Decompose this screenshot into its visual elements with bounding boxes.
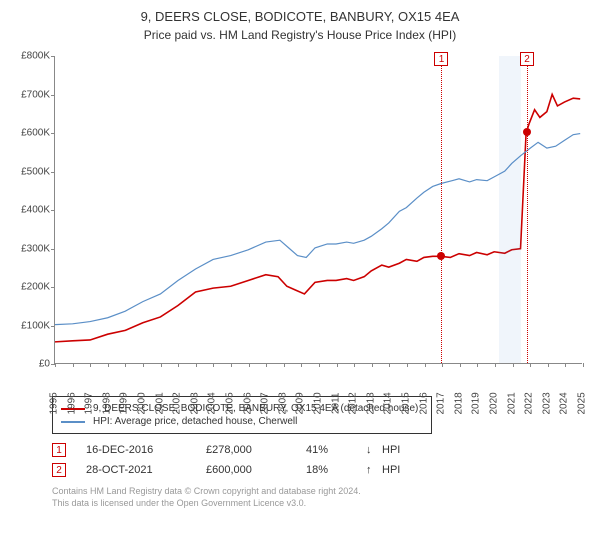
x-axis-label: 2013: [365, 392, 376, 414]
x-axis-label: 1998: [101, 392, 112, 414]
event-number-box: 2: [52, 463, 66, 477]
price-marker: [523, 128, 531, 136]
x-axis-label: 2005: [225, 392, 236, 414]
chart-subtitle: Price paid vs. HM Land Registry's House …: [10, 28, 590, 42]
event-ref: HPI: [382, 464, 400, 476]
events-table: 1 16-DEC-2016£278,00041%↓HPI 2 28-OCT-2021£…: [52, 440, 588, 480]
y-axis-label: £500K: [10, 166, 50, 177]
x-axis-label: 1999: [119, 392, 130, 414]
legend-label: HPI: Average price, detached house, Cher…: [93, 416, 297, 427]
x-axis-label: 2004: [207, 392, 218, 414]
event-marker-box: 1: [434, 52, 448, 66]
x-axis-label: 2017: [436, 392, 447, 414]
event-line: [441, 52, 442, 363]
event-ref: HPI: [382, 444, 400, 456]
chart-plot: 12: [54, 56, 582, 364]
event-pct: 41%: [306, 444, 366, 456]
x-axis-label: 2015: [401, 392, 412, 414]
x-axis-label: 2012: [348, 392, 359, 414]
attribution-line1: Contains HM Land Registry data © Crown c…: [52, 486, 588, 498]
chart-header: 9, DEERS CLOSE, BODICOTE, BANBURY, OX15 …: [0, 0, 600, 46]
event-price: £600,000: [206, 464, 306, 476]
x-axis-label: 2022: [524, 392, 535, 414]
y-axis-label: £300K: [10, 243, 50, 254]
x-axis-label: 2010: [313, 392, 324, 414]
x-axis-label: 2002: [172, 392, 183, 414]
y-axis-label: £0: [10, 359, 50, 370]
y-axis-label: £400K: [10, 205, 50, 216]
event-date: 16-DEC-2016: [86, 444, 206, 456]
event-row: 2 28-OCT-2021£600,00018%↑HPI: [52, 460, 588, 480]
attribution-line2: This data is licensed under the Open Gov…: [52, 498, 588, 510]
x-axis-label: 1997: [84, 392, 95, 414]
x-axis-label: 2007: [260, 392, 271, 414]
x-axis-label: 2014: [383, 392, 394, 414]
x-axis-label: 2011: [330, 392, 341, 414]
x-axis-label: 2021: [506, 392, 517, 414]
x-axis-label: 2008: [277, 392, 288, 414]
event-row: 1 16-DEC-2016£278,00041%↓HPI: [52, 440, 588, 460]
x-axis-label: 2024: [559, 392, 570, 414]
chart-area: 12 £0£100K£200K£300K£400K£500K£600K£700K…: [10, 52, 590, 392]
x-axis-label: 1996: [66, 392, 77, 414]
x-axis-label: 2006: [242, 392, 253, 414]
x-axis-label: 1995: [49, 392, 60, 414]
legend-swatch: [61, 421, 85, 423]
x-axis-label: 2016: [418, 392, 429, 414]
x-axis-label: 2025: [577, 392, 588, 414]
x-axis-label: 2009: [295, 392, 306, 414]
shaded-band: [499, 56, 522, 363]
x-axis-label: 2001: [154, 392, 165, 414]
price-marker: [437, 252, 445, 260]
y-axis-label: £600K: [10, 128, 50, 139]
legend-item: HPI: Average price, detached house, Cher…: [61, 415, 423, 428]
event-date: 28-OCT-2021: [86, 464, 206, 476]
y-axis-label: £200K: [10, 282, 50, 293]
y-axis-label: £700K: [10, 89, 50, 100]
event-marker-box: 2: [520, 52, 534, 66]
event-pct: 18%: [306, 464, 366, 476]
x-axis-label: 2019: [471, 392, 482, 414]
x-axis-label: 2020: [489, 392, 500, 414]
chart-title: 9, DEERS CLOSE, BODICOTE, BANBURY, OX15 …: [10, 8, 590, 26]
event-line: [527, 52, 528, 363]
event-arrow-icon: ↓: [366, 444, 382, 456]
x-axis-label: 2000: [137, 392, 148, 414]
y-axis-label: £800K: [10, 51, 50, 62]
x-axis-label: 2018: [453, 392, 464, 414]
y-axis-label: £100K: [10, 320, 50, 331]
event-price: £278,000: [206, 444, 306, 456]
attribution: Contains HM Land Registry data © Crown c…: [52, 486, 588, 509]
x-axis-label: 2003: [189, 392, 200, 414]
event-arrow-icon: ↑: [366, 464, 382, 476]
event-number-box: 1: [52, 443, 66, 457]
x-axis-label: 2023: [541, 392, 552, 414]
